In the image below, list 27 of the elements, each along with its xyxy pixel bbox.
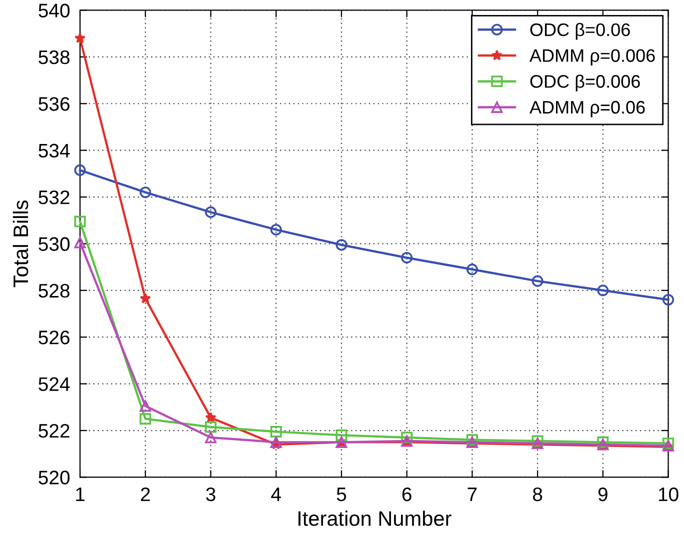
legend-label: ADMM ρ=0.006 xyxy=(529,49,655,66)
legend-label: ODC β=0.006 xyxy=(530,74,640,92)
y-tick-label: 530 xyxy=(38,237,70,251)
x-tick-label: 6 xyxy=(402,487,412,502)
x-tick-label: 2 xyxy=(140,487,150,502)
legend-label: ADMM ρ=0.06 xyxy=(529,100,645,118)
legend-label: ODC β=0.06 xyxy=(530,22,630,40)
x-tick-label: 1 xyxy=(76,488,84,502)
y-tick-label: 524 xyxy=(38,377,70,392)
y-tick-label: 532 xyxy=(38,190,70,204)
x-tick-label: 9 xyxy=(598,487,608,502)
x-axis-title: Iteration Number xyxy=(298,510,452,526)
y-tick-label: 540 xyxy=(38,4,70,18)
x-tick-label: 8 xyxy=(532,487,542,502)
x-tick-label: 5 xyxy=(336,488,346,502)
x-tick-label: 7 xyxy=(468,488,477,502)
y-tick-label: 520 xyxy=(38,470,70,484)
x-tick-label: 4 xyxy=(271,488,281,502)
y-tick-label: 536 xyxy=(38,97,70,111)
y-tick-label: 526 xyxy=(38,330,70,344)
x-tick-label: 10 xyxy=(658,487,678,502)
y-axis-title: Total Bills xyxy=(12,200,28,288)
y-tick-label: 522 xyxy=(38,424,70,438)
y-tick-label: 538 xyxy=(38,50,70,64)
y-tick-label: 534 xyxy=(38,144,70,158)
y-tick-label: 528 xyxy=(38,284,70,298)
x-tick-label: 3 xyxy=(206,487,216,502)
